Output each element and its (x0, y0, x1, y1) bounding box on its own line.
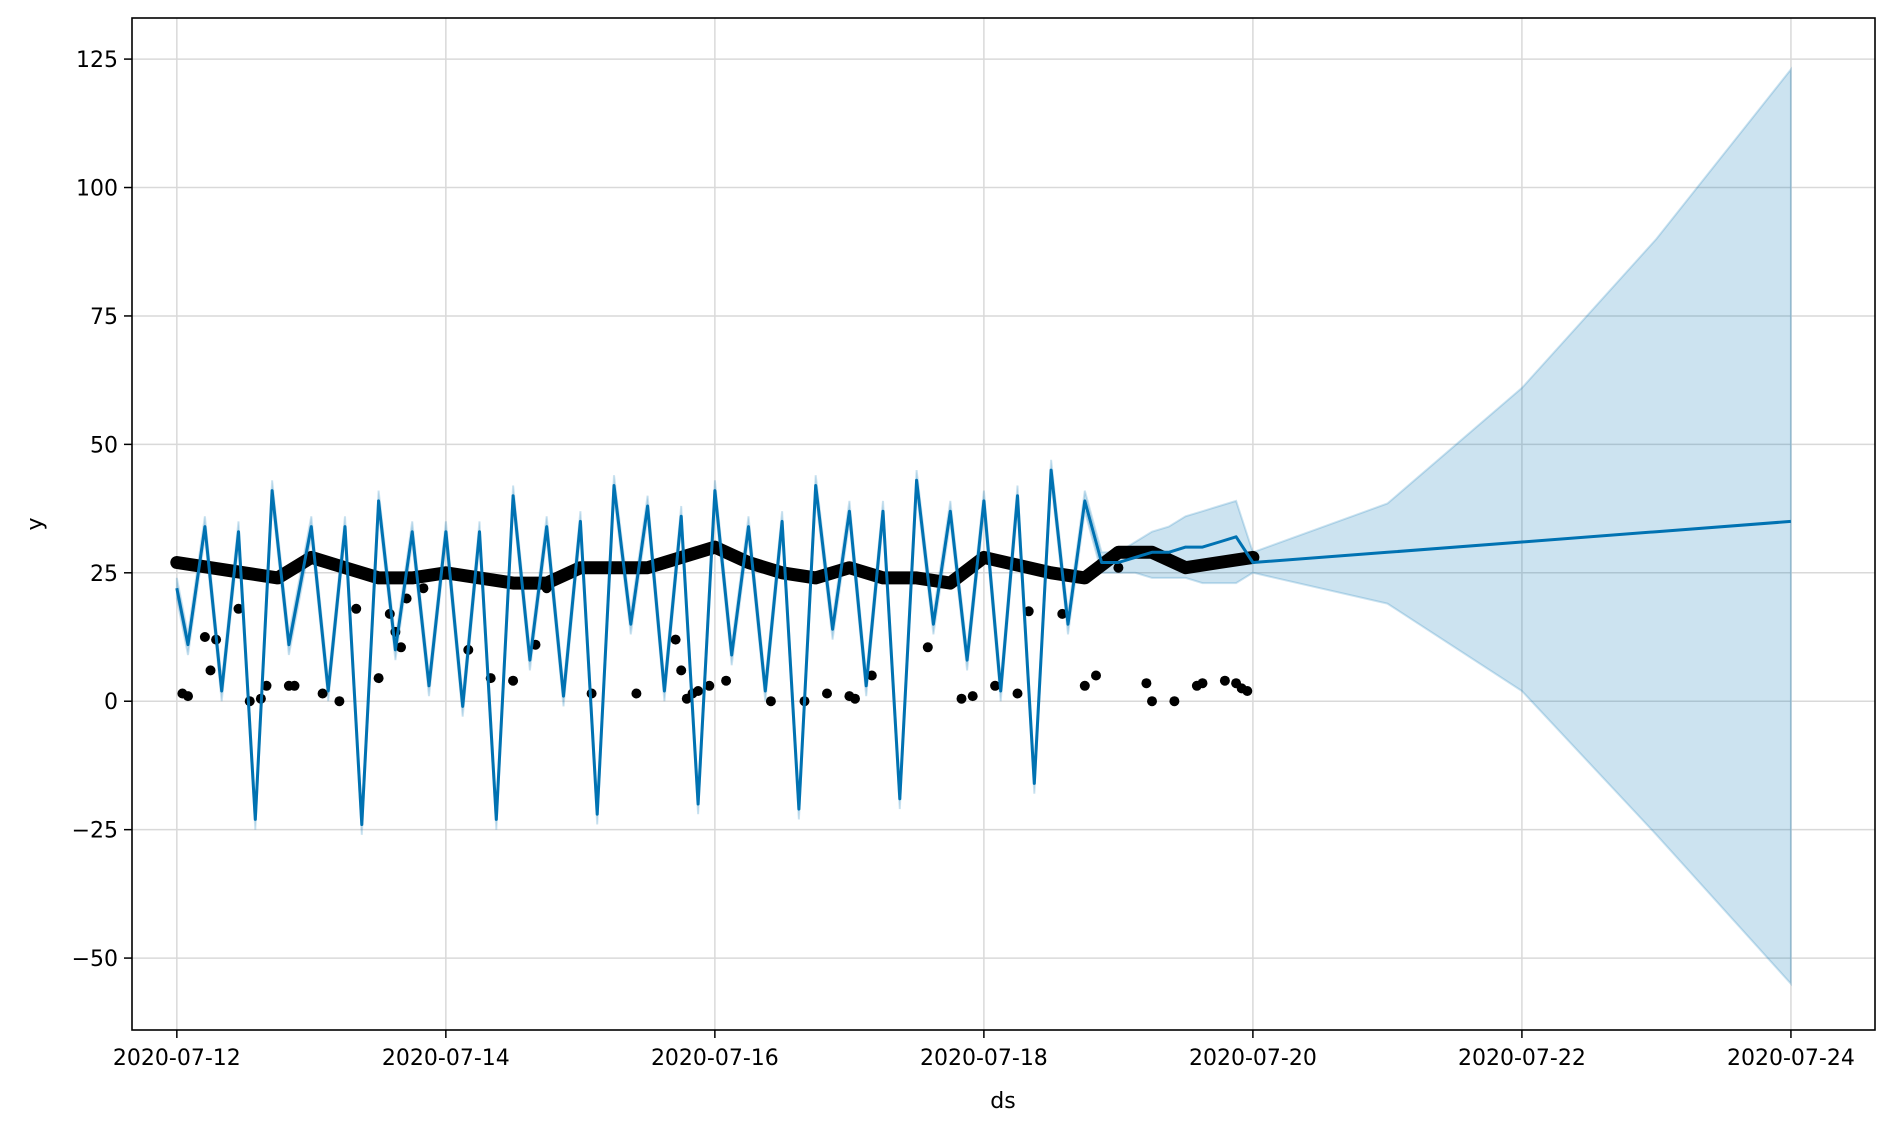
observed-point (1169, 696, 1180, 707)
forecast-line-group (175, 468, 1792, 826)
y-tick-label: 25 (90, 562, 118, 587)
y-axis-label: y (23, 517, 48, 530)
observed-point (721, 675, 732, 686)
observed-point (922, 642, 933, 653)
observed-point (334, 696, 345, 707)
observed-point (1242, 686, 1253, 696)
observed-point (670, 634, 681, 645)
observed-point (1079, 680, 1090, 691)
observed-point (1012, 688, 1023, 699)
x-axis-ticks: 2020-07-12 2020-07-14 2020-07-16 2020-07-18… (113, 1030, 1855, 1071)
y-tick-label: 50 (90, 433, 118, 458)
observed-point (1141, 678, 1152, 689)
x-tick-label: 2020-07-22 (1458, 1046, 1586, 1071)
plot-frame (131, 17, 1876, 1031)
y-tick-label: −50 (72, 947, 118, 972)
observed-point (508, 675, 519, 686)
observed-point (704, 680, 715, 691)
observed-point (990, 680, 1001, 691)
observed-point (631, 688, 642, 699)
observed-point (850, 693, 860, 704)
observed-point (1197, 678, 1208, 689)
y-tick-label: 0 (104, 690, 118, 715)
observed-point (233, 603, 244, 614)
y-tick-label: 100 (76, 177, 118, 202)
observed-point (676, 665, 687, 676)
observed-point (199, 632, 210, 642)
observed-point (1023, 606, 1034, 617)
observed-point (1219, 675, 1230, 686)
observed-point (183, 691, 193, 702)
y-tick-label: −25 (72, 819, 118, 844)
observed-point (289, 680, 300, 691)
x-axis-label: ds (990, 1089, 1015, 1114)
observed-point (956, 693, 967, 704)
y-axis-ticks: −50 −25 0 25 50 75 100 125 (72, 48, 132, 972)
observed-points-dense-band (170, 540, 1260, 590)
y-tick-label: 75 (90, 305, 118, 330)
x-tick-label: 2020-07-12 (113, 1046, 241, 1071)
observed-point (693, 686, 704, 696)
x-tick-label: 2020-07-18 (920, 1046, 1048, 1071)
observed-point (317, 688, 328, 699)
observed-point (967, 691, 978, 702)
observed-baseline-group (170, 540, 1260, 590)
observed-point (1147, 696, 1157, 707)
observed-point (1113, 562, 1124, 573)
observed-point (765, 696, 776, 707)
observed-point (205, 665, 216, 676)
observed-point (1057, 608, 1068, 619)
observed-point (1091, 670, 1101, 681)
x-tick-label: 2020-07-24 (1727, 1046, 1855, 1071)
observed-point (351, 603, 362, 614)
observed-point (822, 688, 832, 699)
x-tick-label: 2020-07-20 (1189, 1046, 1317, 1071)
observed-point (373, 673, 384, 684)
forecast-line (175, 468, 1792, 826)
observed-point (418, 583, 429, 594)
grid (132, 18, 1875, 1030)
y-tick-label: 125 (76, 48, 118, 73)
x-tick-label: 2020-07-16 (651, 1046, 779, 1071)
observed-point (866, 670, 877, 681)
observed-point (396, 642, 406, 653)
observed-point (261, 680, 272, 691)
observed-point (541, 583, 552, 594)
x-tick-label: 2020-07-14 (382, 1046, 510, 1071)
